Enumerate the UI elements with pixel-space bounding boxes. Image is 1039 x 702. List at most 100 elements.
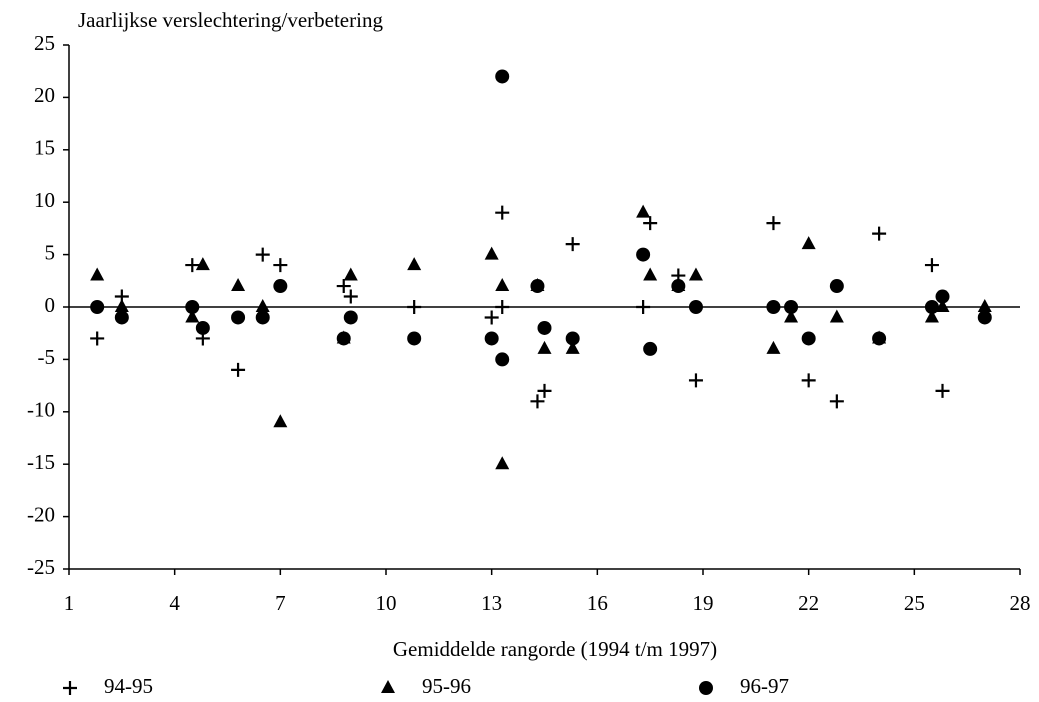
point [231, 278, 246, 292]
x-tick-label: 22 [798, 591, 819, 615]
point [231, 362, 246, 377]
point [565, 331, 580, 346]
x-tick-label: 25 [904, 591, 925, 615]
point [766, 216, 781, 231]
point [935, 383, 950, 398]
x-axis-label: Gemiddelde rangorde (1994 t/m 1997) [393, 637, 717, 661]
point [688, 300, 703, 314]
y-axis-label: Jaarlijkse verslechtering/verbetering [78, 8, 383, 32]
point [407, 331, 422, 346]
point [195, 257, 210, 271]
point [530, 279, 545, 294]
y-tick-label: -20 [27, 502, 55, 526]
point [801, 236, 816, 250]
point [185, 309, 200, 323]
point [924, 258, 939, 273]
point [688, 373, 703, 388]
point [185, 300, 200, 314]
x-tick-label: 4 [169, 591, 180, 615]
y-tick-label: -15 [27, 450, 55, 474]
x-tick-label: 16 [587, 591, 608, 615]
point [643, 341, 658, 356]
point [829, 309, 844, 323]
x-tick-label: 1 [64, 591, 75, 615]
point [537, 383, 552, 398]
point [495, 278, 510, 292]
legend-marker [381, 680, 395, 693]
y-tick-label: -25 [27, 555, 55, 579]
point [273, 279, 288, 294]
point [643, 216, 658, 231]
point [643, 267, 658, 281]
point [343, 289, 358, 304]
point [537, 320, 552, 335]
point [784, 309, 799, 323]
point [530, 394, 545, 409]
point [114, 299, 129, 312]
point [924, 300, 939, 314]
point [336, 279, 351, 294]
y-tick-label: 5 [45, 240, 56, 264]
point [537, 340, 552, 354]
point [336, 331, 351, 346]
point [114, 310, 129, 325]
point [407, 257, 422, 271]
point [688, 267, 703, 281]
point [801, 331, 816, 346]
point [255, 310, 270, 325]
legend-marker [699, 681, 713, 695]
x-tick-label: 13 [481, 591, 502, 615]
x-tick-label: 7 [275, 591, 286, 615]
point [766, 300, 781, 314]
point [90, 300, 105, 314]
y-tick-label: 15 [34, 136, 55, 160]
point [766, 340, 781, 354]
legend-label: 94-95 [104, 674, 153, 698]
legend-label: 95-96 [422, 674, 471, 698]
point [231, 310, 246, 325]
point [495, 205, 510, 220]
point [872, 226, 887, 241]
point [671, 279, 686, 294]
x-tick-label: 28 [1010, 591, 1031, 615]
y-tick-label: 0 [45, 293, 56, 317]
point [495, 352, 510, 367]
point [185, 258, 200, 273]
point [407, 300, 422, 314]
point [829, 394, 844, 409]
point [784, 300, 799, 314]
point [495, 69, 510, 84]
point [495, 456, 510, 470]
point [636, 247, 651, 262]
y-tick-label: 25 [34, 31, 55, 55]
point [636, 300, 651, 314]
x-tick-label: 10 [376, 591, 397, 615]
point [195, 320, 210, 335]
point [343, 310, 358, 325]
point [273, 258, 288, 273]
point [977, 310, 992, 325]
legend-marker [63, 681, 77, 695]
point [801, 373, 816, 388]
point [484, 331, 499, 346]
point [565, 237, 580, 252]
x-tick-label: 19 [693, 591, 714, 615]
point [935, 299, 950, 312]
point [255, 247, 270, 262]
point [484, 246, 499, 260]
point [484, 310, 499, 325]
point [935, 289, 950, 304]
point [90, 267, 105, 281]
y-tick-label: -5 [38, 345, 56, 369]
point [565, 340, 580, 354]
point [872, 331, 887, 346]
point [977, 299, 992, 312]
point [255, 299, 270, 312]
point [829, 279, 844, 294]
y-tick-label: 10 [34, 188, 55, 212]
y-tick-label: 20 [34, 83, 55, 107]
point [273, 414, 288, 428]
point [636, 204, 651, 218]
point [90, 331, 105, 346]
